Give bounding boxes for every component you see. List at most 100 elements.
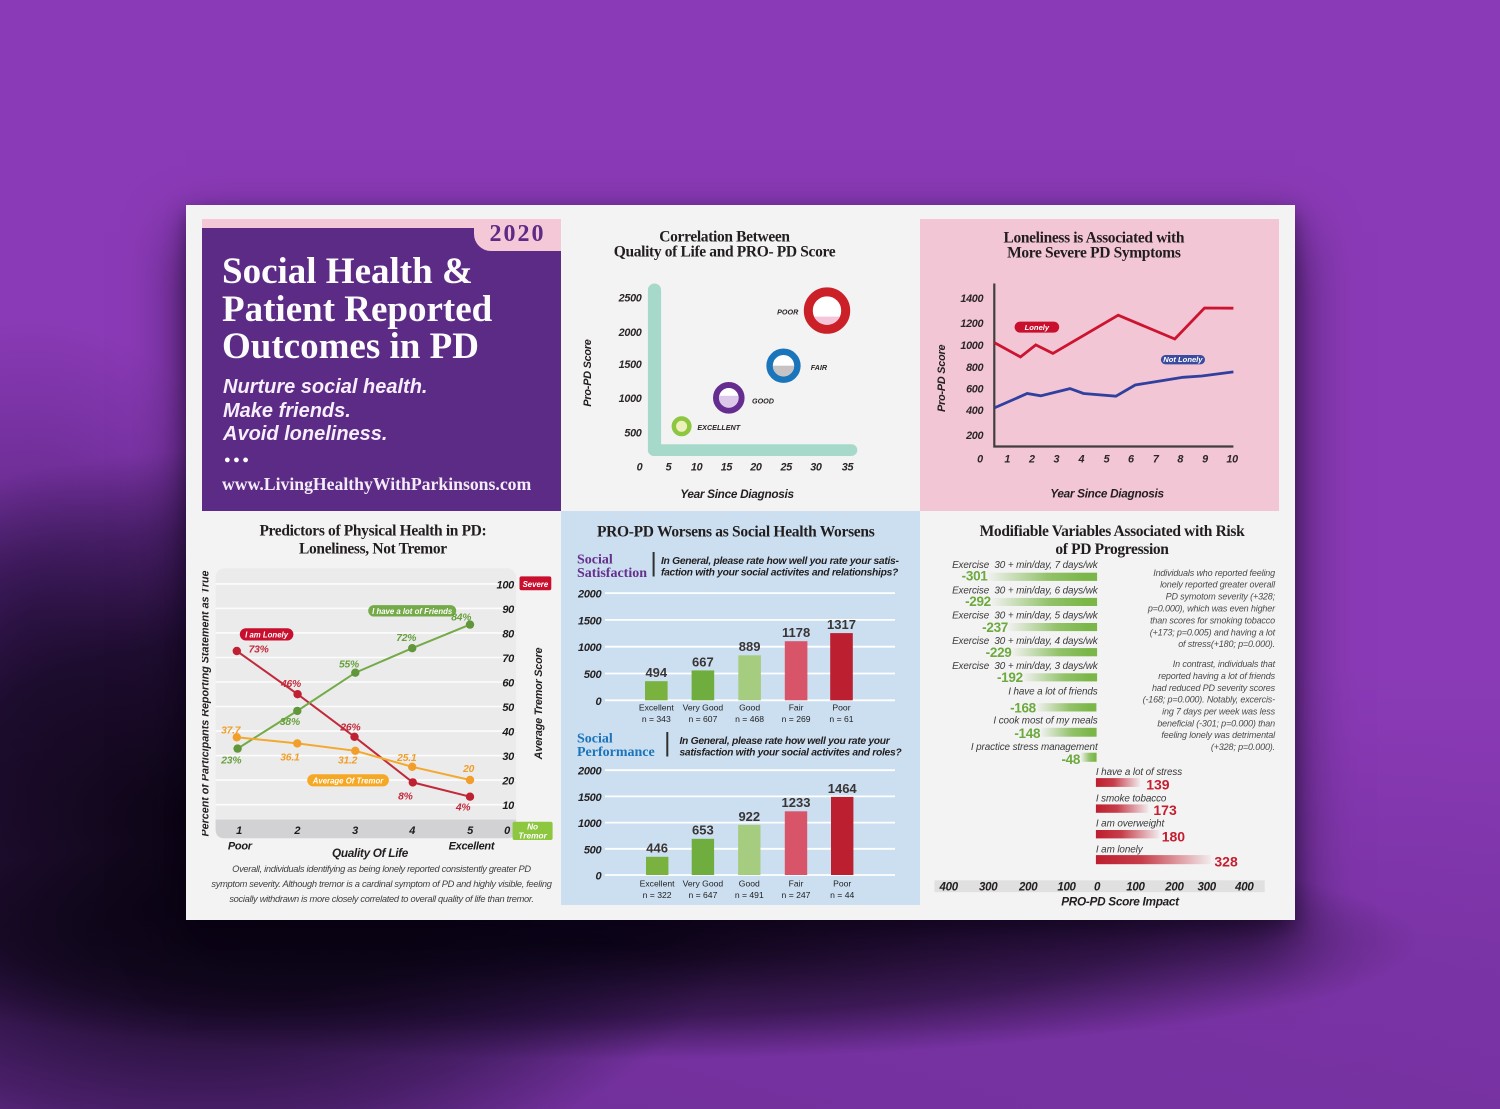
svg-text:100: 100 xyxy=(497,579,516,591)
svg-text:300: 300 xyxy=(979,881,998,893)
svg-text:-168: -168 xyxy=(1010,701,1037,716)
svg-text:Tremor: Tremor xyxy=(518,831,547,841)
svg-text:Severe: Severe xyxy=(523,580,549,589)
svg-text:ing 7 days per week was less: ing 7 days per week was less xyxy=(1162,707,1276,717)
svg-text:I have a lot of stress: I have a lot of stress xyxy=(1096,767,1182,778)
svg-text:20: 20 xyxy=(462,764,475,775)
svg-text:I cook most of my meals: I cook most of my meals xyxy=(993,716,1097,727)
svg-text:6: 6 xyxy=(1128,454,1135,466)
svg-text:Not Lonely: Not Lonely xyxy=(1163,355,1203,364)
svg-text:4: 4 xyxy=(408,825,415,837)
svg-text:1500: 1500 xyxy=(619,359,642,371)
svg-text:1178: 1178 xyxy=(782,625,810,640)
svg-text:Social: Social xyxy=(577,552,613,567)
svg-text:GOOD: GOOD xyxy=(752,397,774,406)
svg-text:Poor: Poor xyxy=(833,878,851,888)
svg-text:Fair: Fair xyxy=(789,878,804,888)
svg-text:n = 468: n = 468 xyxy=(735,714,764,724)
svg-text:n = 343: n = 343 xyxy=(642,714,671,724)
svg-text:0: 0 xyxy=(504,825,511,837)
svg-text:More Severe PD Symptoms: More Severe PD Symptoms xyxy=(1007,244,1181,261)
svg-text:3: 3 xyxy=(1054,454,1060,466)
svg-text:400: 400 xyxy=(1234,881,1254,893)
svg-text:1200: 1200 xyxy=(960,318,983,330)
svg-text:31.2: 31.2 xyxy=(338,756,358,767)
svg-text:139: 139 xyxy=(1146,776,1170,792)
svg-text:n = 607: n = 607 xyxy=(688,714,717,724)
svg-text:No: No xyxy=(527,822,538,832)
svg-text:Performance: Performance xyxy=(577,745,655,760)
svg-text:I practice stress management: I practice stress management xyxy=(971,742,1099,753)
svg-text:8%: 8% xyxy=(398,792,413,803)
svg-text:I smoke tobacco: I smoke tobacco xyxy=(1096,793,1167,804)
svg-text:Year Since Diagnosis: Year Since Diagnosis xyxy=(1050,487,1164,501)
svg-text:2500: 2500 xyxy=(618,293,642,305)
svg-text:667: 667 xyxy=(692,654,714,669)
svg-text:1000: 1000 xyxy=(619,393,642,405)
svg-text:n = 44: n = 44 xyxy=(830,890,854,900)
svg-text:lonely reported greater overal: lonely reported greater overall xyxy=(1160,580,1276,590)
svg-text:-292: -292 xyxy=(965,594,991,609)
svg-text:40: 40 xyxy=(501,727,515,739)
svg-text:922: 922 xyxy=(738,809,760,824)
svg-text:feeling lonely was detrimental: feeling lonely was detrimental xyxy=(1161,730,1276,740)
svg-text:n = 247: n = 247 xyxy=(782,890,811,900)
svg-text:I am Lonely: I am Lonely xyxy=(245,631,289,640)
svg-text:72%: 72% xyxy=(396,633,416,644)
svg-text:5: 5 xyxy=(1104,454,1111,466)
svg-text:Satisfaction: Satisfaction xyxy=(577,566,647,581)
svg-text:80: 80 xyxy=(502,629,515,641)
svg-text:Pro-PD Score: Pro-PD Score xyxy=(582,339,594,406)
svg-text:30: 30 xyxy=(810,462,822,474)
svg-text:Excellent: Excellent xyxy=(640,878,675,888)
svg-text:n = 491: n = 491 xyxy=(735,890,764,900)
svg-text:0: 0 xyxy=(977,454,983,466)
svg-text:60: 60 xyxy=(502,678,515,690)
svg-text:Lonely: Lonely xyxy=(1025,323,1050,332)
svg-text:600: 600 xyxy=(966,383,983,395)
svg-text:1500: 1500 xyxy=(578,615,602,627)
svg-text:In General, please rate how we: In General, please rate how well you rat… xyxy=(680,736,891,747)
svg-text:4%: 4% xyxy=(455,802,471,813)
svg-text:0: 0 xyxy=(1094,881,1101,893)
svg-text:Social: Social xyxy=(577,731,613,746)
svg-text:1317: 1317 xyxy=(827,617,856,632)
svg-text:653: 653 xyxy=(692,823,714,838)
svg-text:Exercise 30 + min/day, 5 days: Exercise 30 + min/day, 5 days/wk xyxy=(952,611,1099,622)
svg-text:1: 1 xyxy=(1004,454,1010,466)
svg-text:26%: 26% xyxy=(339,723,360,734)
svg-text:reported having a lot of frien: reported having a lot of friends xyxy=(1158,671,1275,681)
svg-text:5: 5 xyxy=(467,825,474,837)
svg-text:25.1: 25.1 xyxy=(396,753,417,764)
svg-text:Good: Good xyxy=(739,703,760,713)
svg-text:beneficial (-301; p=0.000) tha: beneficial (-301; p=0.000) than xyxy=(1157,718,1275,728)
svg-text:1233: 1233 xyxy=(782,795,811,810)
svg-text:500: 500 xyxy=(624,427,641,439)
svg-text:3: 3 xyxy=(352,825,358,837)
svg-text:9: 9 xyxy=(1202,454,1208,466)
svg-text:200: 200 xyxy=(1018,881,1038,893)
svg-text:0: 0 xyxy=(637,462,643,474)
svg-text:(+173; p=0.005) and having a l: (+173; p=0.005) and having a lot xyxy=(1150,627,1276,637)
svg-text:1500: 1500 xyxy=(578,792,602,804)
svg-text:POOR: POOR xyxy=(777,307,799,316)
svg-text:20: 20 xyxy=(749,462,762,474)
svg-text:889: 889 xyxy=(739,639,761,654)
svg-text:I am lonely: I am lonely xyxy=(1096,844,1144,855)
svg-text:10: 10 xyxy=(502,800,515,812)
svg-text:90: 90 xyxy=(502,604,515,616)
svg-text:173: 173 xyxy=(1153,802,1177,818)
svg-text:200: 200 xyxy=(965,430,983,442)
svg-text:2: 2 xyxy=(1028,454,1035,466)
svg-text:I am overweight: I am overweight xyxy=(1096,818,1166,829)
svg-text:70: 70 xyxy=(502,653,515,665)
svg-text:35: 35 xyxy=(842,462,855,474)
svg-text:Modifiable Variables Associate: Modifiable Variables Associated with Ris… xyxy=(980,523,1245,540)
svg-text:446: 446 xyxy=(646,841,668,856)
svg-text:400: 400 xyxy=(965,405,983,417)
svg-text:Excellent: Excellent xyxy=(639,703,674,713)
svg-text:-48: -48 xyxy=(1061,752,1080,767)
svg-text:50: 50 xyxy=(502,702,515,714)
svg-text:-229: -229 xyxy=(986,645,1012,660)
svg-text:PRO-PD Worsens as Social Healt: PRO-PD Worsens as Social Health Worsens xyxy=(597,524,875,541)
